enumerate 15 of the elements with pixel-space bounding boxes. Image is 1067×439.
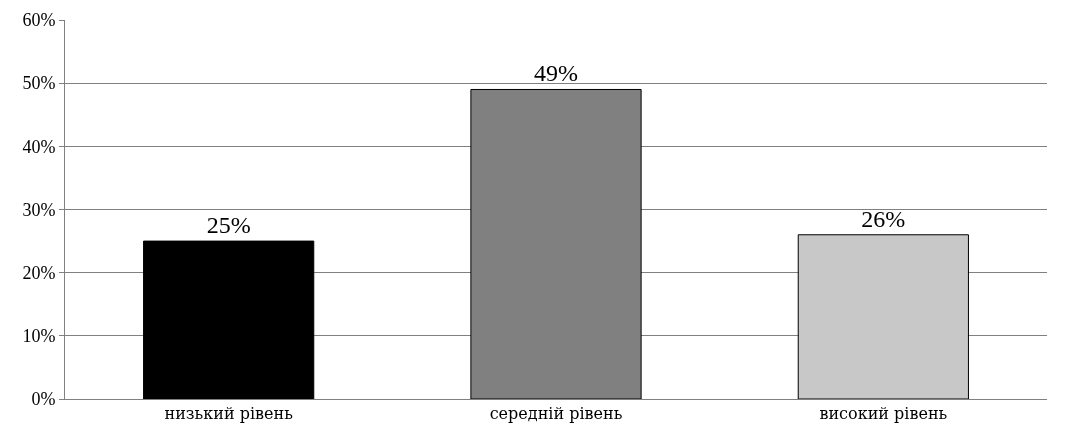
y-tick-label: 50%	[22, 73, 56, 94]
y-tick-label: 40%	[22, 136, 56, 157]
data-label: 49%	[534, 60, 578, 87]
y-tick-label: 10%	[22, 326, 56, 347]
y-tick-label: 0%	[31, 389, 56, 410]
bar	[797, 234, 969, 399]
y-tick-label: 30%	[22, 199, 56, 220]
data-label: 26%	[861, 205, 906, 232]
data-label: 25%	[206, 212, 251, 239]
x-tick-label: високий рівень	[819, 404, 948, 424]
x-tick-label: середній рівень	[489, 404, 623, 424]
bar	[143, 240, 315, 399]
y-tick-label: 20%	[22, 262, 56, 283]
y-tick-label: 60%	[22, 10, 56, 31]
x-tick-label: низький рівень	[164, 404, 294, 424]
